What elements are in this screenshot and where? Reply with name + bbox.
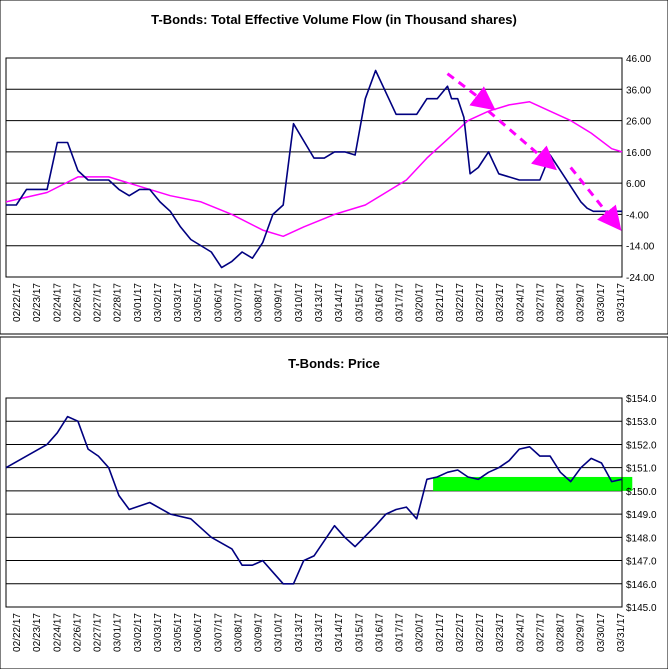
- x-tick-label: 02/22/17: [12, 613, 23, 652]
- chart1-title: T-Bonds: Total Effective Volume Flow (in…: [151, 12, 517, 27]
- y-tick-label: 6.00: [626, 179, 646, 190]
- x-tick-label: 02/27/17: [93, 283, 104, 322]
- trend-arrow: [569, 166, 622, 231]
- x-tick-label: 03/09/17: [254, 613, 265, 652]
- x-tick-label: 03/23/17: [495, 613, 506, 652]
- y-tick-label: $150.0: [626, 487, 657, 498]
- x-tick-label: 03/30/17: [596, 283, 607, 322]
- y-tick-label: $148.0: [626, 533, 657, 544]
- y-tick-label: -14.00: [626, 242, 655, 253]
- x-tick-label: 02/26/17: [72, 613, 83, 652]
- y-tick-label: 16.00: [626, 148, 651, 159]
- x-tick-label: 03/27/17: [535, 613, 546, 652]
- y-tick-label: -24.00: [626, 273, 655, 284]
- x-tick-label: 03/22/17: [455, 613, 466, 652]
- x-tick-label: 03/27/17: [535, 283, 546, 322]
- x-tick-label: 02/23/17: [32, 283, 43, 322]
- x-tick-label: 03/05/17: [193, 283, 204, 322]
- x-tick-label: 03/03/17: [153, 613, 164, 652]
- y-tick-label: $153.0: [626, 417, 657, 428]
- x-tick-label: 03/14/17: [334, 283, 345, 322]
- chart2-plot-frame: [5, 397, 623, 608]
- x-tick-label: 02/27/17: [93, 613, 104, 652]
- chart1-y-ticks: 46.00 36.00 26.00 16.00 6.00 -4.00 -14.00 -24.0…: [626, 54, 655, 284]
- x-tick-label: 03/21/17: [435, 613, 446, 652]
- x-tick-label: 03/17/17: [395, 283, 406, 322]
- x-tick-label: 03/01/17: [113, 613, 124, 652]
- x-tick-label: 03/24/17: [515, 283, 526, 322]
- y-tick-label: $145.0: [626, 603, 657, 614]
- x-tick-label: 03/02/17: [133, 613, 144, 652]
- x-tick-label: 03/03/17: [173, 283, 184, 322]
- x-tick-label: 03/17/17: [395, 613, 406, 652]
- moving-average-line: [5, 101, 623, 238]
- chart1-ma-series: [5, 101, 623, 238]
- x-tick-label: 03/24/17: [515, 613, 526, 652]
- x-tick-label: 02/23/17: [32, 613, 43, 652]
- x-tick-label: 02/22/17: [12, 283, 23, 322]
- chart1-x-ticks: 02/22/17 02/23/17 02/24/17 02/26/17 02/27/17…: [12, 283, 627, 322]
- y-tick-label: $152.0: [626, 440, 657, 451]
- x-tick-label: 03/01/17: [133, 283, 144, 322]
- x-tick-label: 02/28/17: [113, 283, 124, 322]
- x-tick-label: 03/06/17: [193, 613, 204, 652]
- x-tick-label: 03/02/17: [153, 283, 164, 322]
- x-tick-label: 02/24/17: [52, 283, 63, 322]
- chart1-arrows: [446, 72, 622, 231]
- x-tick-label: 03/30/17: [596, 613, 607, 652]
- x-tick-label: 03/15/17: [354, 613, 365, 652]
- support-band: [433, 476, 633, 491]
- y-tick-label: $146.0: [626, 580, 657, 591]
- x-tick-label: 03/28/17: [556, 283, 567, 322]
- y-tick-label: 36.00: [626, 85, 651, 96]
- x-tick-label: 03/07/17: [213, 613, 224, 652]
- x-tick-label: 03/08/17: [233, 613, 244, 652]
- y-tick-label: -4.00: [626, 210, 649, 221]
- y-tick-label: $154.0: [626, 394, 657, 405]
- y-tick-label: $147.0: [626, 557, 657, 568]
- x-tick-label: 02/24/17: [52, 613, 63, 652]
- x-tick-label: 03/29/17: [576, 613, 587, 652]
- chart2-y-ticks: $154.0 $153.0 $152.0 $151.0 $150.0 $149.0 $148…: [626, 394, 657, 614]
- x-tick-label: 03/20/17: [415, 613, 426, 652]
- chart2-support-band: [433, 476, 633, 491]
- x-tick-label: 03/31/17: [616, 283, 627, 322]
- x-tick-label: 03/28/17: [556, 613, 567, 652]
- x-tick-label: 03/31/17: [616, 613, 627, 652]
- x-tick-label: 02/26/17: [72, 283, 83, 322]
- y-tick-label: $151.0: [626, 464, 657, 475]
- y-tick-label: 46.00: [626, 54, 651, 65]
- chart1-plot-frame: [5, 57, 623, 278]
- chart2-x-ticks: 02/22/17 02/23/17 02/24/17 02/26/17 02/27/17…: [12, 613, 627, 652]
- y-tick-label: $149.0: [626, 510, 657, 521]
- x-tick-label: 03/21/17: [435, 283, 446, 322]
- y-tick-label: 26.00: [626, 117, 651, 128]
- x-tick-label: 03/14/17: [334, 613, 345, 652]
- x-tick-label: 03/22/17: [455, 283, 466, 322]
- x-tick-label: 03/10/17: [274, 613, 285, 652]
- x-tick-label: 03/20/17: [415, 283, 426, 322]
- price-line: [5, 415, 623, 585]
- x-tick-label: 03/16/17: [374, 613, 385, 652]
- x-tick-label: 03/23/17: [495, 283, 506, 322]
- x-tick-label: 03/13/17: [314, 283, 325, 322]
- chart2-title: T-Bonds: Price: [288, 356, 380, 371]
- x-tick-label: 03/09/17: [274, 283, 285, 322]
- x-tick-label: 03/13/17: [294, 613, 305, 652]
- x-tick-label: 03/22/17: [475, 283, 486, 322]
- x-tick-label: 03/15/17: [354, 283, 365, 322]
- x-tick-label: 03/29/17: [576, 283, 587, 322]
- x-tick-label: 03/22/17: [475, 613, 486, 652]
- x-tick-label: 03/06/17: [213, 283, 224, 322]
- x-tick-label: 03/13/17: [314, 613, 325, 652]
- panel-price: [0, 336, 668, 669]
- x-tick-label: 03/10/17: [294, 283, 305, 322]
- x-tick-label: 03/16/17: [374, 283, 385, 322]
- x-tick-label: 03/08/17: [254, 283, 265, 322]
- chart2-price-series: [5, 415, 623, 585]
- x-tick-label: 03/05/17: [173, 613, 184, 652]
- x-tick-label: 03/07/17: [233, 283, 244, 322]
- trend-arrow: [446, 72, 496, 111]
